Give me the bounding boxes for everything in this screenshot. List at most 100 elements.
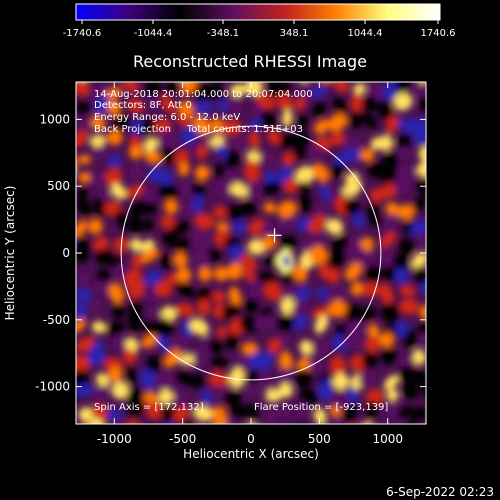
heatmap-blob xyxy=(259,152,278,169)
heatmap-blob xyxy=(111,59,130,77)
heatmap-blob xyxy=(361,282,380,297)
heatmap-blob xyxy=(196,144,208,160)
heatmap-blob xyxy=(299,339,313,356)
heatmap-blob xyxy=(78,407,95,423)
heatmap-blob xyxy=(147,97,159,111)
x-tick-label: 0 xyxy=(247,432,255,446)
heatmap-blob xyxy=(345,304,362,321)
heatmap-blob xyxy=(93,197,106,218)
heatmap-blob xyxy=(375,100,393,120)
heatmap-blob xyxy=(412,349,426,365)
heatmap-blob xyxy=(91,403,110,422)
heatmap-blob xyxy=(192,230,211,250)
heatmap-blob xyxy=(57,211,75,233)
heatmap-blob xyxy=(398,203,415,221)
heatmap-blob xyxy=(419,96,426,112)
solar-limb-circle xyxy=(120,125,382,381)
heatmap-blob xyxy=(226,417,240,424)
heatmap-blob xyxy=(267,130,282,145)
spin-axis-marker xyxy=(267,228,282,243)
heatmap-blob xyxy=(92,385,108,404)
heatmap-blob xyxy=(414,265,426,286)
heatmap-blob xyxy=(128,145,144,160)
heatmap-blob xyxy=(126,387,143,407)
heatmap-blob xyxy=(97,187,111,202)
heatmap-blob xyxy=(311,163,330,183)
heatmap-blob xyxy=(229,83,247,97)
heatmap-blob xyxy=(382,82,400,101)
heatmap-blob xyxy=(129,216,143,235)
heatmap-blob xyxy=(93,236,110,252)
heatmap-blob xyxy=(261,181,282,196)
heatmap-blob xyxy=(307,146,325,158)
heatmap-blob xyxy=(294,368,313,389)
heatmap-blob xyxy=(104,167,123,186)
heatmap-blob xyxy=(128,312,144,332)
colorbar-ticks: -1740.6 -1044.4 -348.1 348.1 1044.4 1740.6 xyxy=(63,20,456,39)
heatmap-blob xyxy=(416,178,426,195)
heatmap-blob xyxy=(420,281,426,295)
heatmap-blob xyxy=(277,314,295,331)
heatmap-blob xyxy=(294,165,315,185)
heatmap-blob xyxy=(142,284,159,303)
heatmap-blob xyxy=(394,267,410,284)
heatmap-blob xyxy=(76,355,90,373)
heatmap-blob xyxy=(174,149,189,167)
heatmap-blob xyxy=(293,130,310,151)
heatmap-blob xyxy=(316,287,329,300)
heatmap-blob xyxy=(194,249,209,271)
heatmap-blob xyxy=(161,306,178,322)
heatmap-blob xyxy=(294,97,306,111)
heatmap-blob xyxy=(140,369,156,390)
heatmap-blob xyxy=(364,336,381,353)
heatmap-blob xyxy=(158,129,177,151)
heatmap-blob xyxy=(125,337,139,354)
y-tick-label: -500 xyxy=(43,313,70,327)
annotation-method: Back Projection Total counts: 1.51E+03 xyxy=(94,124,303,135)
heatmap-blob xyxy=(121,82,139,93)
flare-position-label: Flare Position = [-923,139] xyxy=(254,402,388,413)
heatmap-blob xyxy=(213,266,229,282)
heatmap-blob xyxy=(399,166,416,183)
heatmap-blob xyxy=(292,300,308,315)
heatmap-blob xyxy=(89,134,106,149)
heatmap-blob xyxy=(377,135,394,151)
heatmap-blob xyxy=(91,320,107,334)
heatmap-blob xyxy=(158,184,179,200)
annotation-energy: Energy Range: 6.0 - 12.0 keV xyxy=(94,112,240,123)
heatmap-blob xyxy=(283,178,298,195)
footer-date: 6-Sep-2022 02:23 xyxy=(386,485,494,499)
heatmap-blob xyxy=(297,181,311,193)
heatmap-blob xyxy=(280,234,298,251)
heatmap-blob xyxy=(379,231,397,248)
heatmap-blob xyxy=(108,153,122,168)
heatmap-blob xyxy=(111,304,126,319)
heatmap-blob xyxy=(164,82,180,94)
heatmap-blob xyxy=(78,119,93,134)
heatmap-blob xyxy=(198,266,213,282)
heatmap-blob xyxy=(248,130,261,149)
heatmap-blob xyxy=(311,85,327,99)
heatmap-blob xyxy=(278,383,294,398)
heatmap-blob xyxy=(78,272,90,285)
heatmap-blob xyxy=(239,254,257,271)
heatmap-blob xyxy=(344,199,360,215)
heatmap-blob xyxy=(216,326,228,338)
heatmap-blob xyxy=(173,251,188,268)
heatmap-blob xyxy=(378,283,394,305)
heatmap-blob xyxy=(342,404,358,422)
heatmap-blob xyxy=(199,390,214,404)
heatmap-blob xyxy=(52,329,73,349)
heatmap-blob xyxy=(281,426,294,441)
heatmap-blob xyxy=(189,318,209,336)
heatmap-blob xyxy=(243,298,259,313)
heatmap-blob xyxy=(226,262,243,280)
heatmap-blob xyxy=(318,379,334,401)
heatmap-blob xyxy=(211,406,227,421)
annotation-time: 14-Aug-2018 20:01:04.000 to 20:07:04.000 xyxy=(94,89,313,100)
heatmap-blob xyxy=(122,349,137,365)
heatmap-blob xyxy=(221,303,241,319)
heatmap-blob xyxy=(410,219,426,236)
heatmap-blob xyxy=(78,171,91,184)
heatmap-blob xyxy=(141,334,158,349)
